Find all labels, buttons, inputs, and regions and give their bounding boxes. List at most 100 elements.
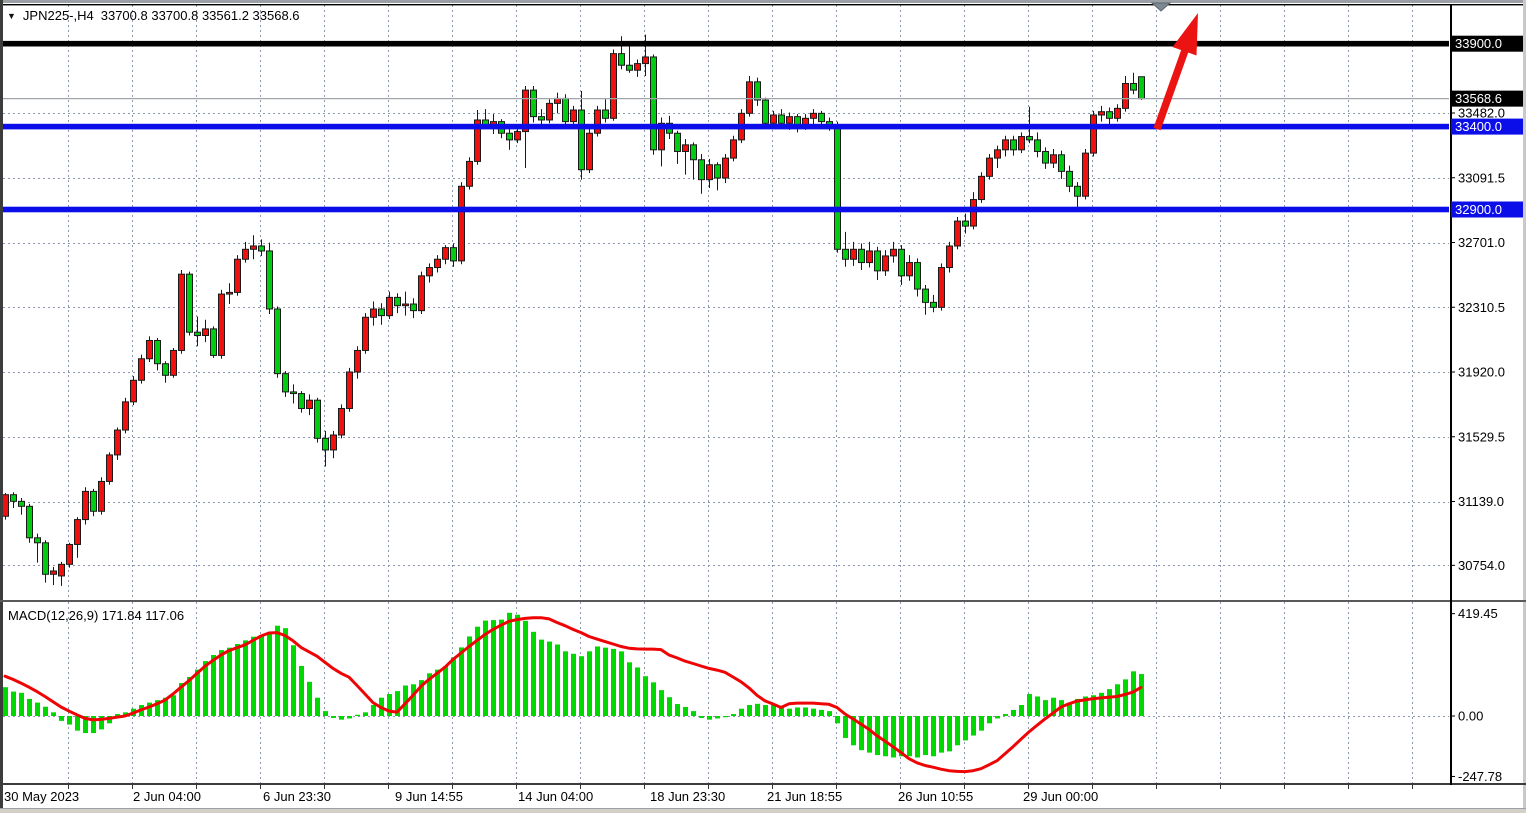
candle-bear [1010, 139, 1017, 151]
candle-bear [282, 373, 289, 393]
candle-bull [202, 328, 209, 337]
candle-bear [1026, 136, 1033, 141]
candle-bear [842, 248, 849, 260]
macd-bar [3, 687, 8, 716]
symbol-period-label: JPN225-,H4 [22, 8, 94, 23]
candle-bull [938, 267, 945, 308]
candle-bear [186, 273, 193, 333]
candle-bear [538, 116, 545, 121]
macd-bar [723, 716, 728, 718]
macd-bar [211, 655, 216, 716]
price-label-box [1451, 201, 1523, 218]
macd-bar [675, 704, 680, 716]
candle-bear [210, 328, 217, 356]
macd-bar [1115, 684, 1120, 716]
candle-bear [42, 542, 49, 575]
price-label-text: 33900.0 [1455, 36, 1502, 51]
macd-bar [739, 708, 744, 716]
price-label-box [1451, 90, 1523, 107]
price-tick-label: 33482.0 [1458, 106, 1505, 121]
hline-33400.0[interactable] [3, 123, 1449, 130]
macd-bar [947, 716, 952, 752]
price-axis[interactable]: 33482.0 33091.5 32701.0 32310.5 31920.0 31529… [1450, 35, 1523, 573]
macd-bar [307, 681, 312, 716]
macd-bar [355, 714, 360, 716]
price-tick-label: 32701.0 [1458, 235, 1505, 250]
hline-33900.0[interactable] [3, 40, 1449, 47]
trend-arrow[interactable] [1153, 13, 1198, 131]
candle-bull [594, 109, 601, 134]
macd-bar [427, 673, 432, 716]
macd-bar [1099, 692, 1104, 716]
time-tick-label: 21 Jun 18:55 [767, 789, 842, 804]
price-tick-label: 31139.0 [1458, 494, 1504, 509]
time-tick-label: 30 May 2023 [4, 789, 79, 804]
macd-bar [443, 666, 448, 716]
macd-bar [971, 716, 976, 736]
macd-bar [595, 646, 600, 716]
price-tick-label: 31920.0 [1458, 365, 1505, 380]
scroll-end-marker-icon[interactable] [1150, 2, 1172, 12]
macd-bar [315, 697, 320, 716]
time-tick-label: 18 Jun 23:30 [650, 789, 725, 804]
macd-bar [635, 667, 640, 716]
macd-bar [491, 620, 496, 716]
price-label-box [1451, 118, 1523, 135]
macd-bar [187, 676, 192, 716]
candles-layer [2, 34, 1145, 586]
candle-bear [26, 505, 33, 539]
price-label-text: 32900.0 [1455, 202, 1502, 217]
time-tick-label: 2 Jun 04:00 [133, 789, 201, 804]
candle-bull [370, 308, 377, 318]
macd-bar [731, 714, 736, 716]
macd-bar [563, 651, 568, 716]
trend-arrow-shaft [1153, 40, 1192, 131]
candle-bear [602, 109, 609, 119]
candle-bull [82, 490, 89, 521]
macd-bar [1107, 689, 1112, 716]
time-axis[interactable]: 30 May 2023 2 Jun 04:00 6 Jun 23:30 9 Jun 1… [4, 785, 1413, 804]
candle-bear [922, 288, 929, 303]
macd-tick-label: -247.78 [1458, 769, 1502, 784]
candle-bull [234, 258, 241, 293]
macd-bar [267, 634, 272, 716]
symbol-dropdown-icon[interactable]: ▼ [7, 10, 16, 21]
macd-bar [883, 716, 888, 757]
macd-bar [339, 716, 344, 720]
macd-bar [539, 639, 544, 716]
macd-bar [995, 716, 1000, 719]
macd-bar [843, 716, 848, 738]
candle-bull [946, 245, 953, 269]
candle-bear [450, 247, 457, 262]
macd-bar [371, 705, 376, 716]
candle-bull [426, 267, 433, 277]
macd-bar [219, 650, 224, 716]
hline-32900.0[interactable] [3, 206, 1449, 213]
macd-bar [787, 708, 792, 716]
candle-bull [170, 349, 177, 376]
macd-bar [587, 651, 592, 716]
candle-bull [810, 112, 817, 119]
candle-bear [754, 81, 761, 101]
macd-bar [11, 691, 16, 716]
price-tick-label: 30754.0 [1458, 558, 1505, 573]
macd-bar [819, 709, 824, 716]
macd-bar [1035, 696, 1040, 716]
window-right-frame [1523, 0, 1526, 813]
macd-axis[interactable]: 419.45 0.00 -247.78 [1450, 606, 1502, 784]
candle-bull [514, 131, 521, 141]
candle-bear [898, 248, 905, 277]
macd-signal-line [3, 616, 1143, 774]
macd-bar [771, 705, 776, 716]
candle-bull [546, 102, 553, 121]
macd-bar [395, 691, 400, 716]
macd-bar [891, 716, 896, 758]
candle-bear [266, 250, 273, 310]
macd-tick-label: 0.00 [1458, 709, 1483, 724]
time-tick-label: 29 Jun 00:00 [1023, 789, 1098, 804]
macd-bar [907, 716, 912, 757]
candle-bear [834, 124, 841, 250]
candle-bull [98, 480, 105, 512]
candle-bear [578, 109, 585, 171]
